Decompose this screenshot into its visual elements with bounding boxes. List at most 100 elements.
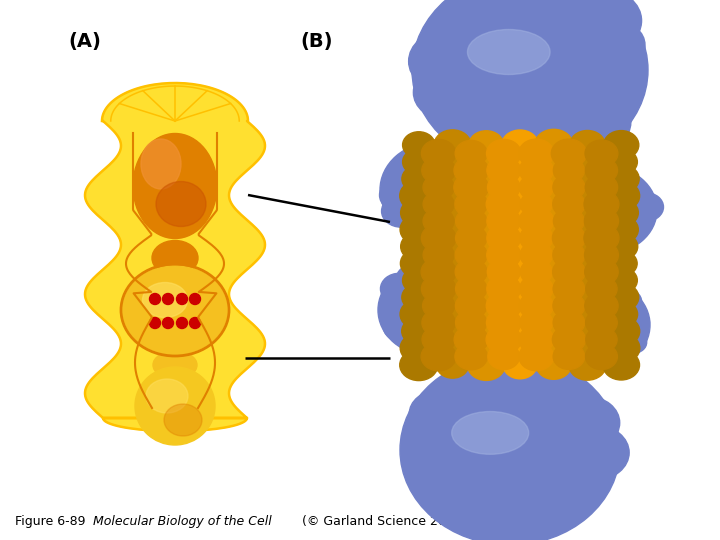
Ellipse shape [469, 215, 503, 244]
Ellipse shape [550, 281, 650, 369]
Ellipse shape [519, 139, 554, 168]
Ellipse shape [469, 232, 504, 261]
Ellipse shape [586, 327, 617, 353]
Ellipse shape [519, 157, 553, 184]
Ellipse shape [554, 91, 631, 153]
Ellipse shape [603, 131, 639, 159]
Ellipse shape [580, 84, 636, 130]
Ellipse shape [570, 300, 605, 329]
Ellipse shape [143, 282, 187, 318]
Ellipse shape [486, 292, 521, 320]
Ellipse shape [422, 157, 455, 184]
Ellipse shape [621, 310, 649, 334]
Ellipse shape [585, 207, 618, 235]
Ellipse shape [555, 396, 620, 449]
Ellipse shape [570, 333, 606, 363]
Ellipse shape [133, 133, 217, 239]
Ellipse shape [487, 275, 521, 303]
Ellipse shape [585, 140, 618, 167]
Ellipse shape [554, 208, 585, 234]
Ellipse shape [456, 110, 522, 164]
Ellipse shape [423, 192, 454, 217]
Ellipse shape [400, 180, 438, 211]
Ellipse shape [400, 248, 437, 279]
Ellipse shape [410, 400, 462, 443]
Ellipse shape [585, 258, 618, 286]
Ellipse shape [553, 343, 585, 369]
Ellipse shape [519, 292, 553, 320]
Ellipse shape [383, 314, 417, 341]
Ellipse shape [146, 379, 188, 413]
Ellipse shape [455, 293, 487, 319]
Ellipse shape [416, 463, 466, 504]
Ellipse shape [456, 276, 487, 301]
Ellipse shape [400, 299, 438, 329]
Ellipse shape [412, 0, 648, 170]
Circle shape [176, 318, 187, 328]
Ellipse shape [469, 266, 504, 295]
Ellipse shape [456, 208, 487, 234]
Ellipse shape [552, 225, 585, 252]
Ellipse shape [423, 174, 454, 200]
Ellipse shape [447, 0, 521, 40]
Ellipse shape [570, 317, 605, 346]
Ellipse shape [421, 139, 456, 167]
Ellipse shape [620, 332, 647, 353]
Ellipse shape [580, 224, 609, 249]
Polygon shape [85, 83, 265, 431]
Ellipse shape [584, 190, 619, 219]
Ellipse shape [461, 359, 519, 407]
Ellipse shape [536, 232, 571, 261]
Ellipse shape [435, 249, 470, 278]
Ellipse shape [455, 191, 487, 218]
Ellipse shape [572, 285, 598, 306]
Ellipse shape [554, 158, 585, 183]
Circle shape [163, 294, 174, 305]
Ellipse shape [562, 216, 587, 237]
Ellipse shape [458, 195, 489, 221]
Ellipse shape [585, 310, 617, 336]
Ellipse shape [519, 342, 554, 370]
Ellipse shape [553, 293, 585, 319]
Circle shape [189, 318, 200, 328]
Ellipse shape [518, 373, 577, 422]
Ellipse shape [456, 225, 487, 251]
Ellipse shape [570, 198, 605, 227]
Ellipse shape [469, 131, 504, 159]
Ellipse shape [487, 259, 520, 285]
Ellipse shape [402, 284, 436, 311]
Ellipse shape [534, 129, 573, 161]
Ellipse shape [469, 249, 503, 278]
Ellipse shape [380, 142, 490, 238]
Ellipse shape [123, 266, 227, 354]
Ellipse shape [546, 306, 577, 331]
Ellipse shape [502, 147, 538, 177]
Ellipse shape [402, 317, 436, 345]
Ellipse shape [483, 497, 547, 540]
Ellipse shape [629, 193, 664, 221]
Ellipse shape [552, 326, 585, 353]
Ellipse shape [433, 163, 472, 194]
Text: (© Garland Science 2008): (© Garland Science 2008) [298, 515, 467, 528]
Ellipse shape [503, 198, 538, 227]
Ellipse shape [570, 266, 606, 295]
Ellipse shape [400, 214, 438, 245]
Ellipse shape [486, 325, 521, 354]
Ellipse shape [605, 148, 637, 175]
Ellipse shape [382, 195, 420, 227]
Ellipse shape [153, 351, 197, 379]
Ellipse shape [421, 342, 456, 371]
Ellipse shape [135, 367, 215, 445]
Ellipse shape [380, 273, 418, 305]
Ellipse shape [152, 240, 198, 275]
Ellipse shape [400, 198, 437, 227]
Circle shape [176, 294, 187, 305]
Ellipse shape [422, 309, 455, 336]
Ellipse shape [487, 174, 520, 200]
Ellipse shape [519, 207, 554, 235]
Ellipse shape [421, 258, 456, 286]
Ellipse shape [520, 242, 552, 268]
Ellipse shape [601, 170, 631, 194]
Ellipse shape [586, 276, 617, 302]
Ellipse shape [402, 148, 435, 175]
